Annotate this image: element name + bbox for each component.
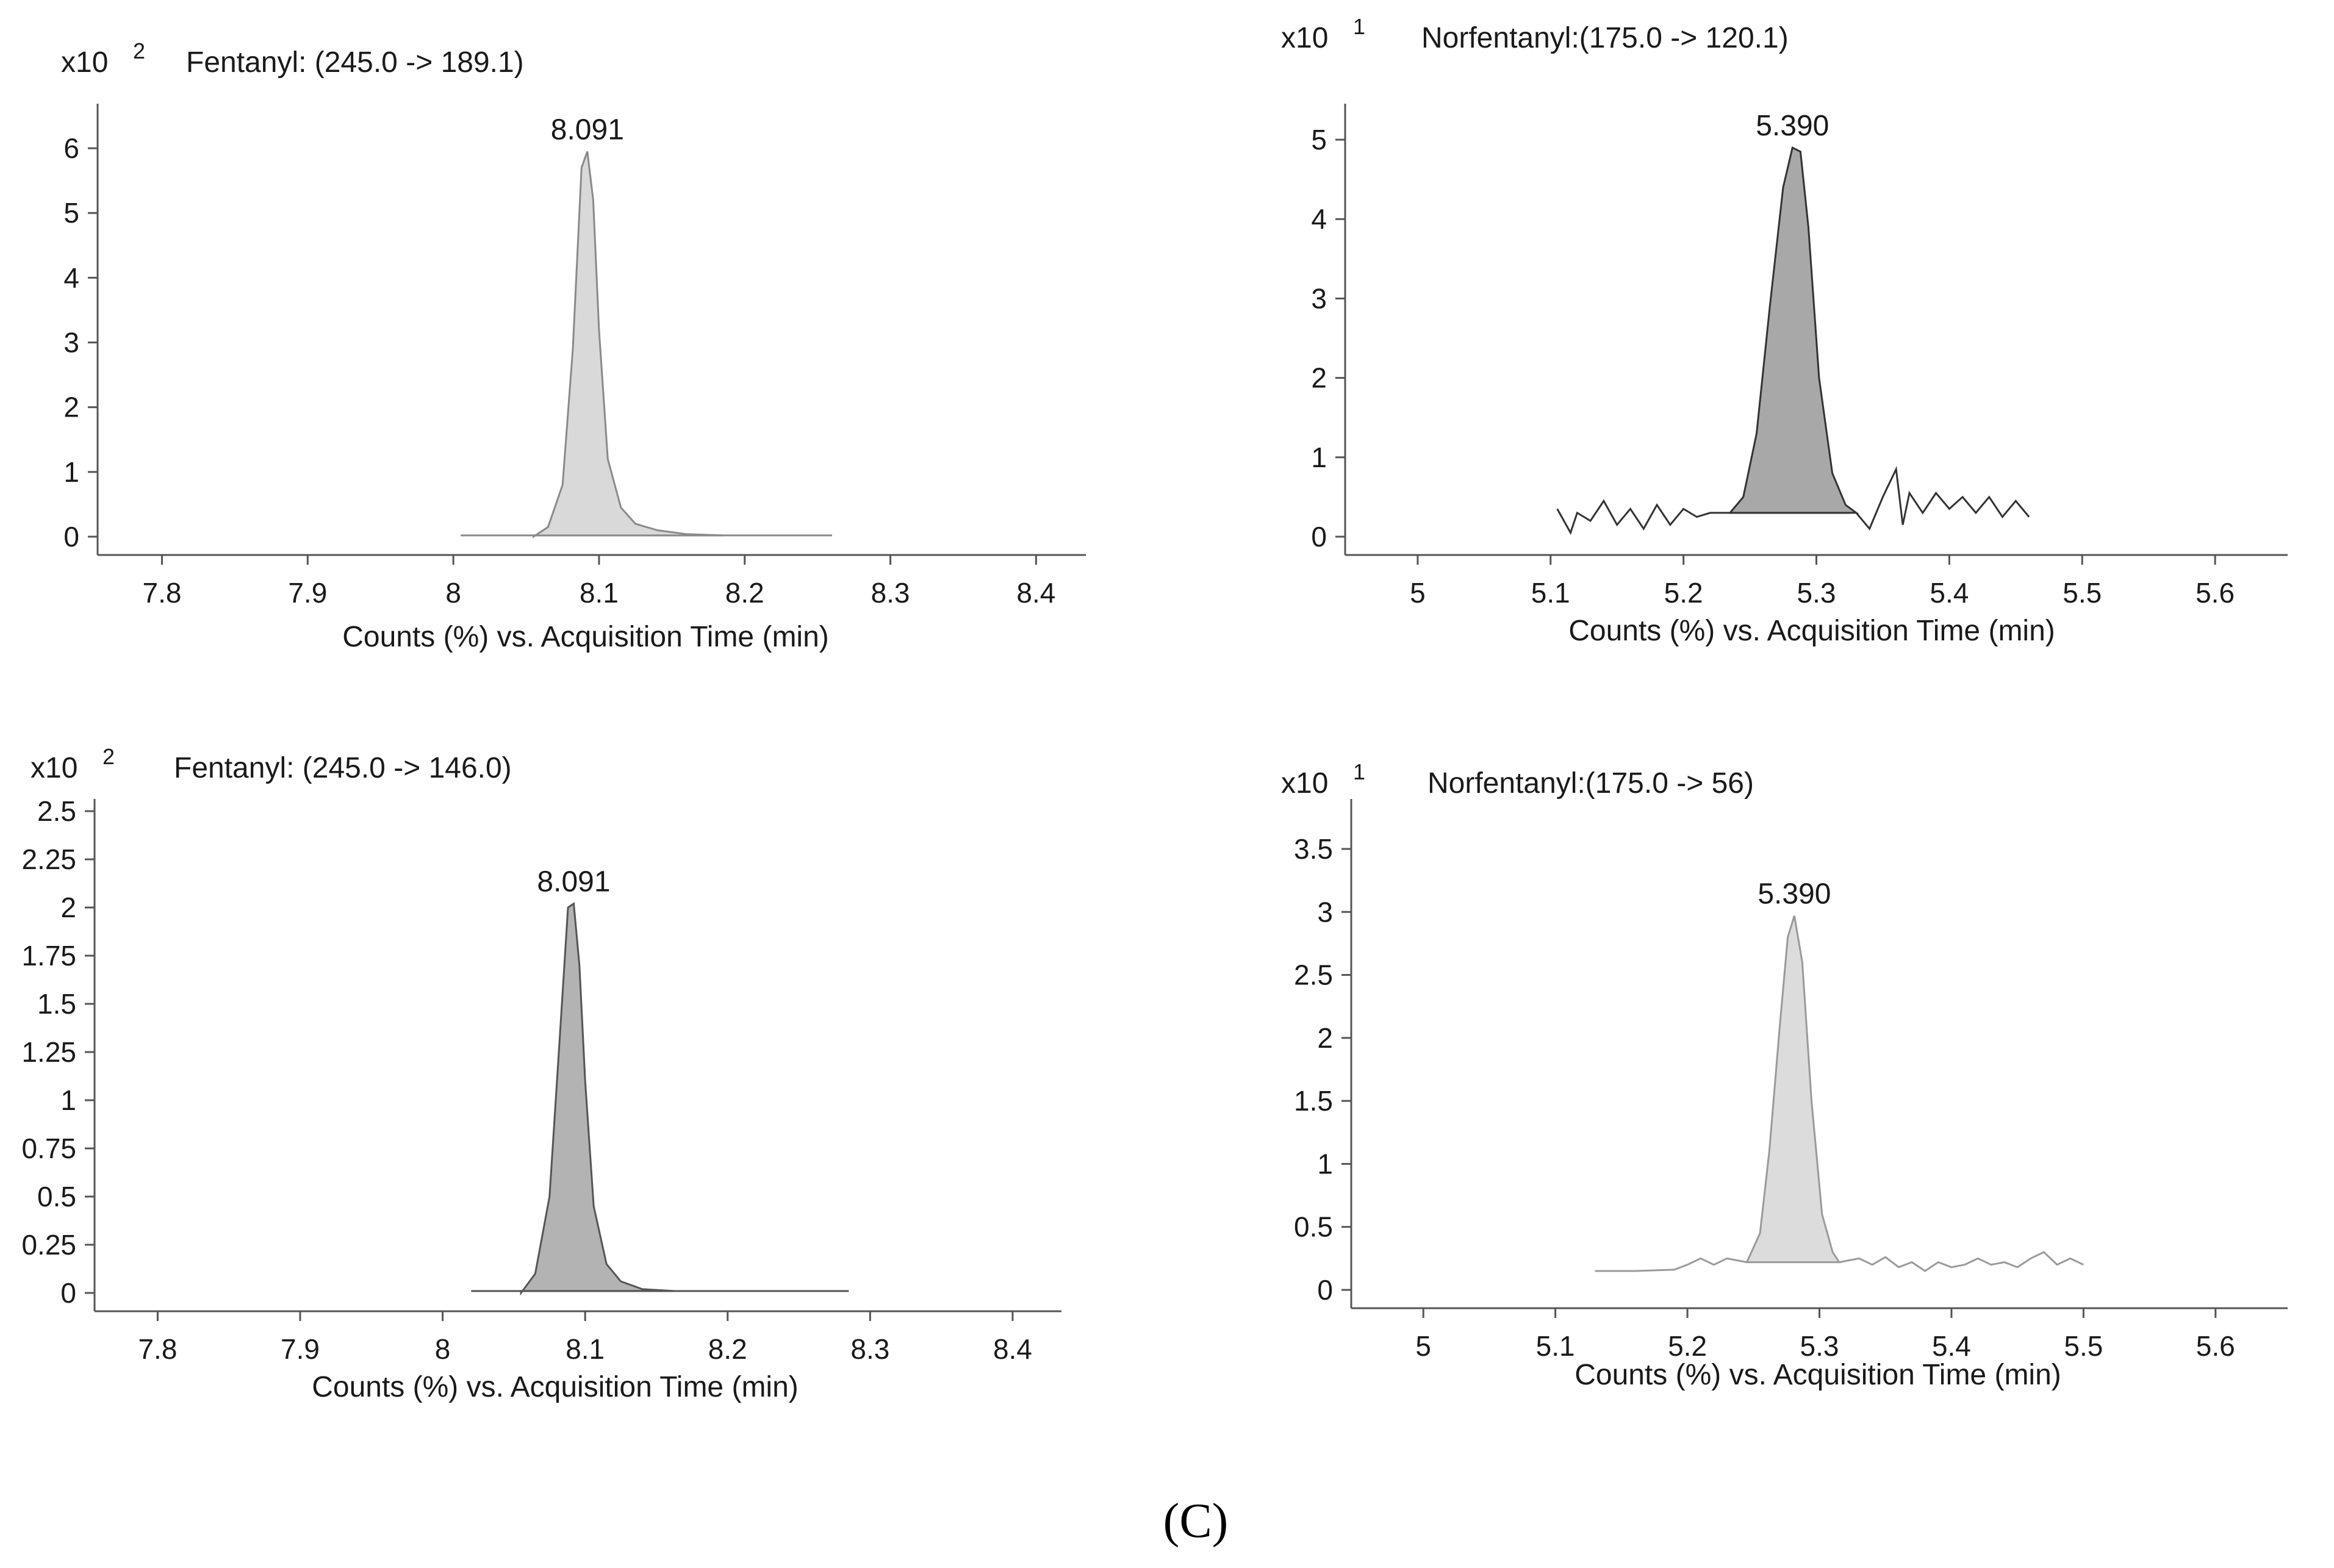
y-tick-label: 5 [1311, 124, 1327, 156]
y-multiplier: x10 [1281, 767, 1328, 800]
x-axis-label: Counts (%) vs. Acquisition Time (min) [1568, 615, 2055, 647]
x-tick-label: 5.6 [2196, 577, 2235, 609]
y-tick-label: 1 [60, 1084, 76, 1116]
y-tick-label: 5 [63, 197, 79, 229]
y-tick-label: 3 [1311, 282, 1327, 314]
y-tick-label: 4 [1311, 203, 1327, 235]
y-tick-label: 0.25 [21, 1229, 76, 1261]
x-tick-label: 5.4 [1932, 1330, 1971, 1362]
x-tick-label: 8.4 [1016, 577, 1055, 609]
y-tick-label: 1 [1311, 442, 1327, 473]
y-tick-label: 0.5 [1294, 1211, 1333, 1243]
peak-area [1745, 915, 1841, 1264]
chart-panel-3: x10 2 Fentanyl: (245.0 -> 146.0) 0 0.25 0.5 0.… [21, 744, 1061, 1403]
y-exponent: 2 [133, 38, 145, 63]
y-tick-label: 1.5 [1294, 1085, 1333, 1117]
x-tick-label: 7.8 [143, 577, 182, 609]
y-tick-label: 2 [63, 392, 79, 423]
noise-trace [1839, 1251, 2084, 1272]
noise-trace [1595, 1257, 1747, 1272]
y-tick-label: 3 [63, 327, 79, 359]
x-tick-label: 5.6 [2196, 1330, 2235, 1362]
y-tick-label: 1.5 [37, 988, 76, 1020]
peak-label: 5.390 [1756, 110, 1829, 142]
y-multiplier: x10 [1281, 22, 1328, 54]
peak-label: 8.091 [537, 866, 610, 898]
y-multiplier: x10 [31, 752, 77, 784]
x-tick-label: 5.4 [1930, 577, 1969, 609]
x-tick-label: 5.3 [1800, 1330, 1839, 1362]
x-tick-label: 8 [435, 1333, 451, 1365]
x-axis-label: Counts (%) vs. Acquisition Time (min) [1575, 1359, 2061, 1391]
peak-label: 8.091 [551, 113, 624, 146]
y-tick-label: 2.5 [1294, 959, 1333, 991]
x-axis-label: Counts (%) vs. Acquisition Time (min) [342, 621, 829, 653]
y-tick-label: 1.25 [21, 1036, 76, 1068]
x-tick-label: 5.3 [1797, 577, 1836, 609]
x-tick-label: 7.9 [288, 577, 327, 609]
chart-title: Fentanyl: (245.0 -> 189.1) [186, 46, 524, 79]
x-tick-label: 8.2 [725, 577, 764, 609]
y-tick-label: 0 [60, 1277, 76, 1309]
y-tick-label: 2 [1317, 1022, 1333, 1054]
noise-trace [1556, 499, 1730, 535]
y-tick-label: 3.5 [1294, 833, 1333, 865]
x-tick-label: 5.5 [2064, 1330, 2103, 1362]
x-tick-label: 5.1 [1531, 577, 1570, 609]
y-exponent: 1 [1353, 759, 1365, 784]
x-tick-label: 5.5 [2063, 577, 2102, 609]
y-multiplier: x10 [61, 46, 108, 79]
y-exponent: 1 [1353, 14, 1365, 39]
y-tick-label: 3 [1317, 896, 1333, 928]
y-tick-label: 2.5 [37, 795, 76, 827]
y-tick-label: 0 [63, 521, 79, 553]
chart-title: Fentanyl: (245.0 -> 146.0) [174, 752, 512, 784]
y-tick-label: 2 [60, 892, 76, 923]
x-tick-label: 8.2 [708, 1333, 747, 1365]
x-tick-label: 5.2 [1668, 1330, 1707, 1362]
y-tick-label: 1 [63, 456, 79, 488]
x-tick-label: 5.1 [1536, 1330, 1575, 1362]
x-tick-label: 5 [1415, 1330, 1431, 1362]
y-tick-label: 1.75 [21, 940, 76, 972]
y-tick-label: 6 [63, 132, 79, 164]
figure-label: (C) [1163, 1494, 1229, 1548]
y-tick-label: 0 [1317, 1274, 1333, 1306]
chart-title: Norfentanyl:(175.0 -> 120.1) [1421, 22, 1789, 54]
y-tick-label: 4 [63, 262, 79, 293]
y-tick-label: 0.5 [37, 1181, 76, 1212]
peak-area [520, 902, 674, 1296]
x-tick-label: 8.1 [566, 1333, 605, 1365]
chart-panel-4: x10 1 Norfentanyl:(175.0 -> 56) 0 0.5 1 1.5 2 2.… [1281, 759, 2288, 1391]
peak-area [533, 151, 723, 539]
x-axis-label: Counts (%) vs. Acquisition Time (min) [312, 1371, 799, 1403]
x-tick-label: 8.3 [850, 1333, 889, 1365]
y-tick-label: 0 [1311, 521, 1327, 553]
y-exponent: 2 [102, 744, 115, 769]
chart-panels: x10 2 Fentanyl: (245.0 -> 189.1) 0 1 2 3 4 5 6 7.8… [21, 14, 2288, 1403]
y-tick-label: 0.75 [21, 1133, 76, 1164]
y-tick-label: 2 [1311, 362, 1327, 394]
x-tick-label: 8.3 [871, 577, 910, 609]
x-tick-label: 8 [445, 577, 461, 609]
x-tick-label: 8.4 [993, 1333, 1032, 1365]
noise-trace [1855, 465, 2030, 531]
chart-panel-1: x10 2 Fentanyl: (245.0 -> 189.1) 0 1 2 3 4 5 6 7.8… [61, 38, 1086, 653]
chart-panel-2: x10 1 Norfentanyl:(175.0 -> 120.1) 0 1 2 3 4 5 5 5… [1281, 14, 2288, 647]
peak-area [1728, 146, 1859, 514]
chart-title: Norfentanyl:(175.0 -> 56) [1427, 767, 1754, 800]
peak-label: 5.390 [1758, 878, 1831, 910]
x-tick-label: 5 [1410, 577, 1426, 609]
x-tick-label: 7.9 [281, 1333, 320, 1365]
y-tick-label: 2.25 [21, 843, 76, 875]
x-tick-label: 5.2 [1664, 577, 1703, 609]
x-tick-label: 7.8 [138, 1333, 177, 1365]
y-tick-label: 1 [1317, 1148, 1333, 1180]
x-tick-label: 8.1 [580, 577, 619, 609]
